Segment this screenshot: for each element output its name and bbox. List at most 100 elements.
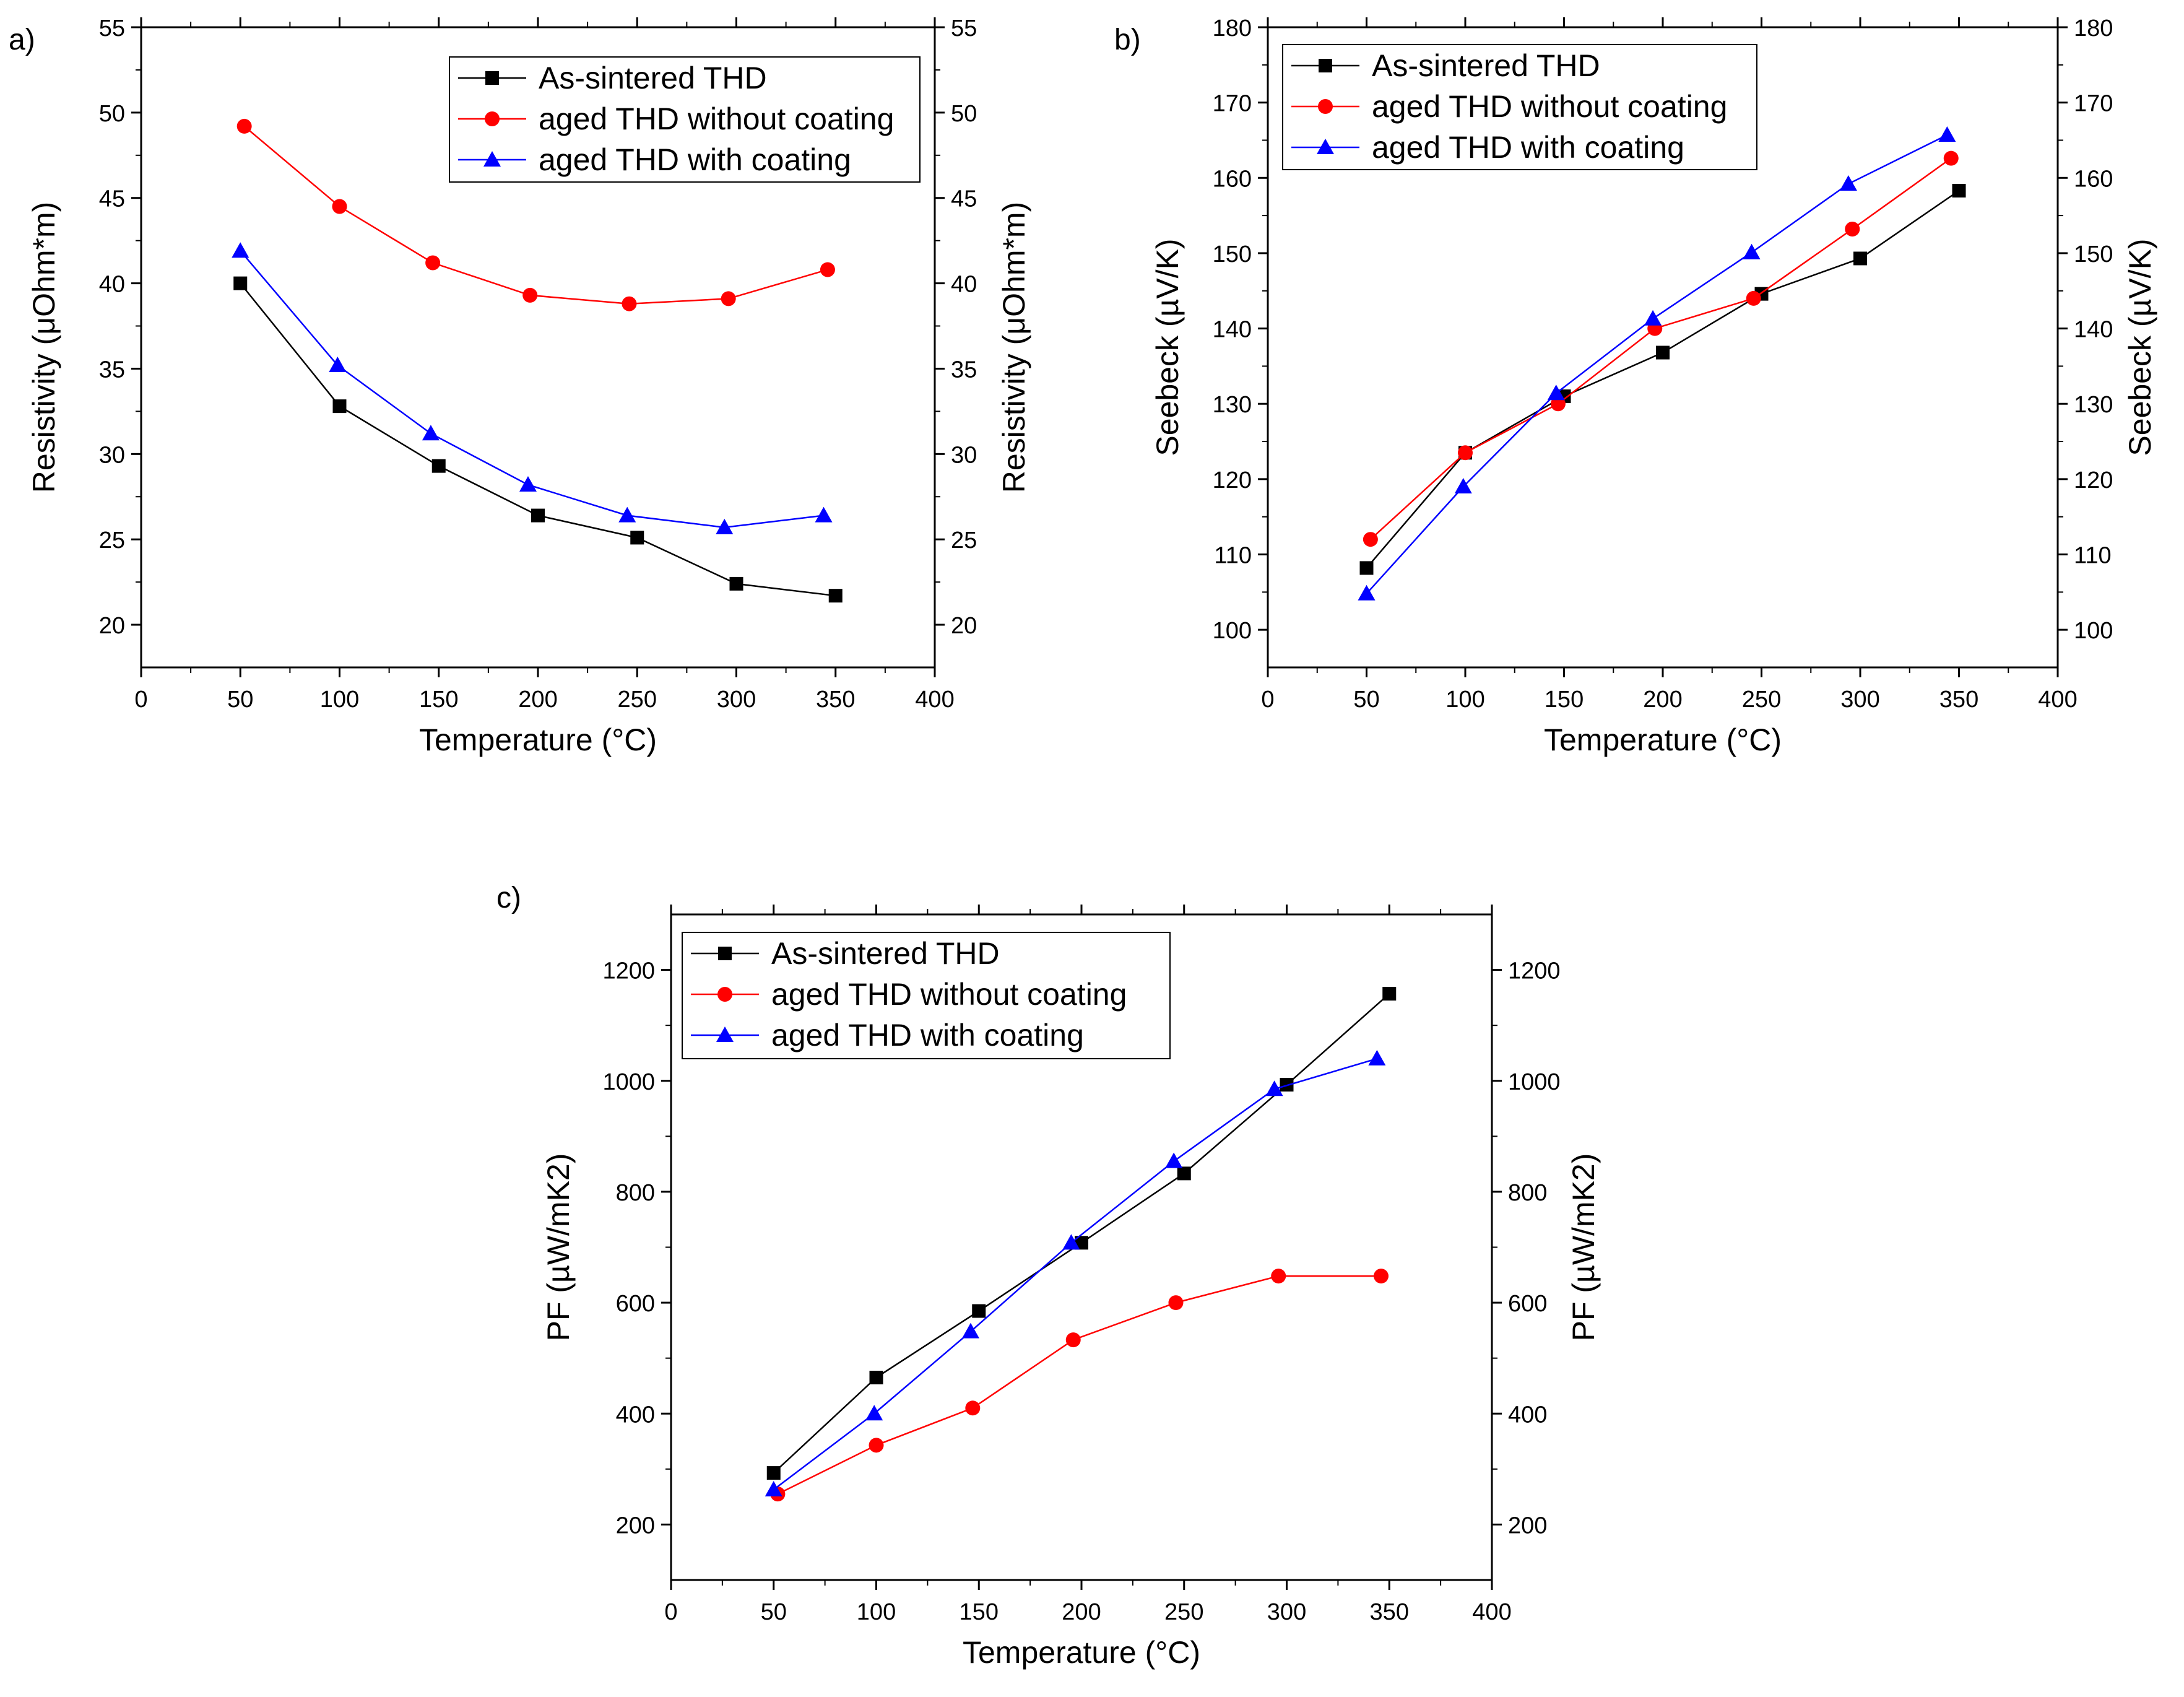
- y-tick-label: 110: [1214, 543, 1252, 569]
- x-tick-label: 50: [761, 1599, 787, 1625]
- y-tick-label-right: 50: [951, 101, 977, 127]
- legend-marker: [716, 1026, 734, 1042]
- data-point: [1656, 345, 1670, 360]
- y-tick-label-right: 25: [951, 527, 977, 553]
- chart-panel-a: a) 0 50 100 150 200 250 300 350 400 20 20 25 25 30 30 35…: [9, 15, 1031, 757]
- data-point: [1382, 987, 1397, 1001]
- series-0: [766, 987, 1397, 1480]
- series-line: [773, 1057, 1377, 1490]
- y-tick-label: 200: [616, 1513, 655, 1539]
- data-point: [531, 508, 545, 523]
- legend-marker: [1317, 139, 1334, 154]
- y-axis-label-right: Seebeck (µV/K): [2123, 238, 2157, 456]
- data-point: [1938, 126, 1956, 142]
- data-point: [1165, 1152, 1183, 1168]
- data-point: [1853, 251, 1867, 266]
- x-tick-label: 350: [1370, 1599, 1409, 1625]
- y-tick-label-right: 55: [951, 15, 977, 41]
- x-tick-label: 400: [1472, 1599, 1511, 1625]
- x-tick-label: 300: [1267, 1599, 1306, 1625]
- data-point: [1065, 1332, 1081, 1348]
- data-point: [1550, 396, 1566, 412]
- y-tick-label: 45: [99, 186, 125, 212]
- data-point: [1168, 1295, 1184, 1311]
- legend-entry: aged THD with coating: [1372, 130, 1684, 165]
- legend-entry: As-sintered THD: [539, 61, 767, 95]
- x-tick-label: 0: [1261, 687, 1274, 713]
- data-point: [519, 475, 537, 492]
- y-tick-label: 1200: [602, 958, 655, 984]
- panel-label: b): [1114, 24, 1141, 56]
- data-point: [425, 255, 441, 271]
- series-2: [232, 242, 833, 534]
- x-tick-label: 0: [134, 687, 147, 713]
- series-2: [1358, 126, 1956, 601]
- y-tick-label-right: 110: [2074, 543, 2112, 569]
- data-point: [766, 1466, 781, 1480]
- y-tick-label-right: 30: [951, 442, 977, 468]
- x-tick-label: 0: [664, 1599, 677, 1625]
- data-point: [716, 518, 734, 534]
- y-tick-label: 180: [1213, 15, 1252, 41]
- data-point: [630, 531, 644, 545]
- data-point: [1363, 532, 1378, 547]
- y-tick-label-right: 140: [2074, 317, 2113, 343]
- data-point: [1839, 175, 1857, 191]
- series-line: [773, 993, 1390, 1474]
- chart-panel-c: c) 0 50 100 150 200 250 300 350 400 200 200 400 400 60…: [496, 882, 1601, 1670]
- data-point: [1454, 478, 1472, 494]
- legend-entry: As-sintered THD: [771, 936, 1000, 971]
- series-line: [1366, 189, 1960, 569]
- y-tick-label: 100: [1213, 618, 1252, 644]
- y-tick-label: 150: [1213, 241, 1252, 267]
- y-tick-label-right: 800: [1508, 1180, 1547, 1206]
- x-tick-label: 400: [915, 687, 954, 713]
- y-tick-label: 40: [99, 272, 125, 298]
- x-tick-label: 150: [419, 687, 458, 713]
- legend-marker: [1318, 99, 1333, 114]
- x-tick-label: 150: [1545, 687, 1584, 713]
- data-point: [232, 242, 249, 258]
- y-tick-label-right: 1200: [1508, 958, 1561, 984]
- legend-marker: [485, 111, 500, 126]
- y-tick-label-right: 100: [2074, 618, 2113, 644]
- y-tick-label-right: 1000: [1508, 1069, 1561, 1095]
- y-tick-label: 50: [99, 101, 125, 127]
- data-point: [721, 291, 736, 306]
- legend-marker: [483, 151, 501, 167]
- data-point: [1644, 310, 1662, 326]
- series-line: [240, 282, 836, 597]
- y-axis-label: Resistivity (μOhm*m): [27, 202, 61, 493]
- x-tick-label: 100: [1445, 687, 1484, 713]
- y-tick-label-right: 150: [2074, 241, 2113, 267]
- x-tick-label: 200: [1643, 687, 1682, 713]
- data-point: [865, 1405, 883, 1421]
- legend-frame: [449, 56, 921, 183]
- data-point: [1746, 290, 1761, 306]
- x-tick-label: 200: [518, 687, 557, 713]
- data-point: [1062, 1234, 1080, 1250]
- y-tick-label-right: 40: [951, 272, 977, 298]
- y-tick-label: 170: [1213, 91, 1252, 117]
- data-point: [815, 506, 833, 523]
- data-point: [1458, 445, 1473, 461]
- y-tick-label: 35: [99, 357, 125, 383]
- y-tick-label-right: 130: [2074, 392, 2113, 418]
- y-tick-label: 55: [99, 15, 125, 41]
- x-tick-label: 300: [1840, 687, 1879, 713]
- data-point: [1358, 584, 1376, 601]
- legend-frame: [1282, 44, 1757, 170]
- legend-marker: [485, 71, 499, 85]
- data-point: [828, 589, 843, 603]
- y-axis-label-right: Resistivity (μOhm*m): [997, 202, 1031, 493]
- legend-entry: aged THD without coating: [1372, 89, 1727, 124]
- y-tick-label: 140: [1213, 317, 1252, 343]
- data-point: [965, 1400, 981, 1416]
- x-tick-label: 100: [320, 687, 359, 713]
- data-point: [1743, 243, 1761, 259]
- y-tick-label: 800: [616, 1180, 655, 1206]
- data-point: [972, 1304, 986, 1318]
- data-point: [1943, 150, 1959, 166]
- x-tick-label: 200: [1062, 1599, 1101, 1625]
